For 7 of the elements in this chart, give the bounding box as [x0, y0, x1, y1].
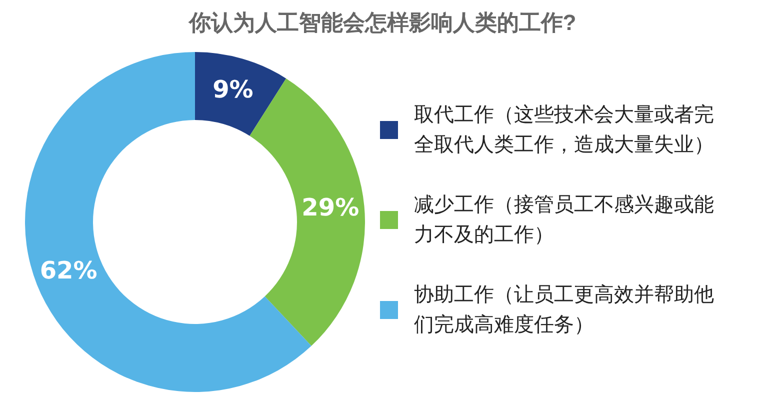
data-label: 29%: [302, 193, 360, 222]
data-label: 62%: [40, 256, 98, 284]
legend-label: 减少工作（接管员工不感兴趣或能力不及的工作）: [414, 193, 715, 248]
chart-title: 你认为人工智能会怎样影响人类的工作?: [187, 9, 578, 37]
legend-label: 取代工作（这些技术会大量或者完全取代人类工作，造成大量失业）: [414, 103, 715, 158]
legend-label: 协助工作（让员工更高效并帮助他们完成高难度任务）: [414, 283, 715, 338]
data-label: 9%: [212, 76, 254, 104]
